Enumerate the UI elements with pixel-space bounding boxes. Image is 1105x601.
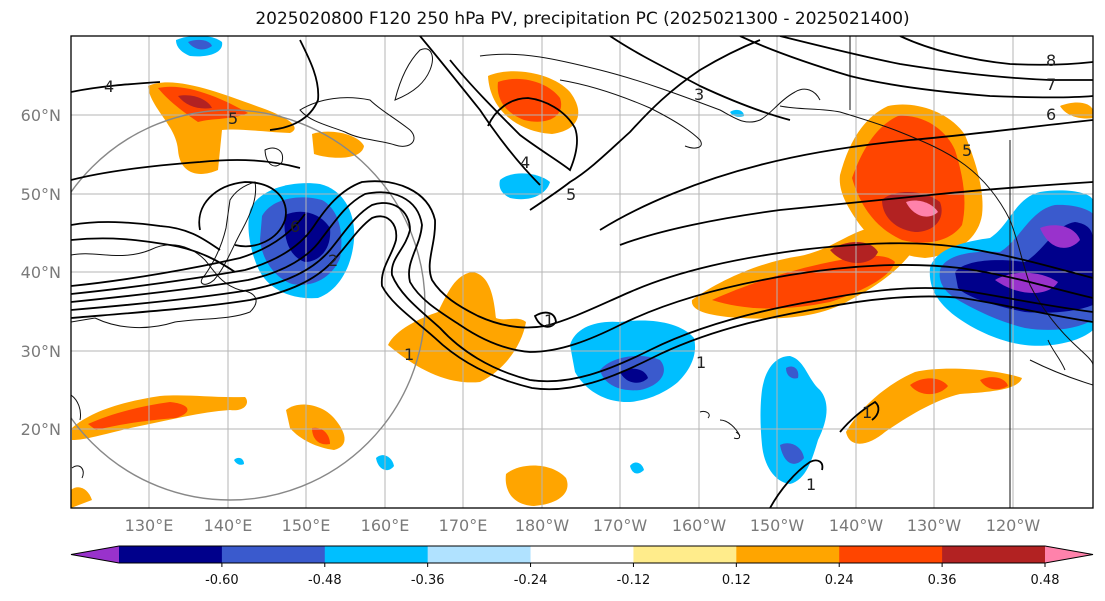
coastlines: [71, 36, 1093, 508]
lat-label: 30°N: [21, 342, 61, 361]
precip-positive-area: [980, 377, 1008, 390]
lon-label: 160°W: [672, 516, 727, 535]
map-area: 4 5 6 2 1 3 4 5 8 7 6 5 1 1 1 1: [71, 36, 1093, 508]
colorbar-tick-label: 0.24: [825, 573, 854, 588]
colorbar-segment: [633, 546, 737, 563]
colorbar-tick-label: -0.36: [411, 573, 445, 588]
lat-label: 60°N: [21, 106, 61, 125]
contour-label: 2: [328, 251, 338, 270]
colorbar-segment: [324, 546, 429, 563]
lon-label: 170°E: [439, 516, 488, 535]
colorbar-tick-label: 0.12: [722, 573, 751, 588]
contour-label: 1: [696, 353, 706, 372]
precip-positive-area: [388, 272, 526, 383]
pv-contours: [71, 36, 1093, 508]
lon-label: 130°E: [125, 516, 174, 535]
map-frame: [70, 35, 1094, 509]
map-title: 2025020800 F120 250 hPa PV, precipitatio…: [255, 9, 910, 29]
lon-label: 160°E: [361, 516, 410, 535]
colorbar-tick-label: 0.36: [928, 573, 957, 588]
precip-positive-area: [286, 404, 345, 450]
colorbar-tick-label: -0.60: [205, 573, 239, 588]
colorbar-segment: [221, 546, 326, 563]
colorbar-segment: [119, 546, 223, 563]
precip-negative-area: [630, 462, 644, 474]
colorbar-extend-max: [1045, 546, 1093, 563]
colorbar-segment: [530, 546, 634, 563]
precip-negative-area: [499, 173, 550, 200]
colorbar-extend-min: [71, 546, 119, 563]
contour-label: 5: [566, 185, 576, 204]
precip-positive-area: [312, 427, 330, 445]
contour-label: 5: [962, 141, 972, 160]
colorbar: -0.60 -0.48 -0.36 -0.24 -0.12 0.12 0.24 0.36 0.4…: [70, 545, 1094, 588]
precip-negative-area: [188, 39, 212, 50]
precipitation-shading: [71, 36, 1093, 508]
contour-label: 6: [290, 217, 300, 236]
pv-contour-labels: 4 5 6 2 1 3 4 5 8 7 6 5 1 1 1 1: [104, 51, 1056, 494]
colorbar-tick-label: 0.48: [1031, 573, 1060, 588]
colorbar-tick-label: -0.12: [617, 573, 651, 588]
precip-negative-area: [786, 366, 799, 379]
contour-label: 1: [544, 311, 554, 330]
precip-positive-area: [882, 191, 942, 232]
precip-positive-area: [906, 200, 938, 217]
contour-label: 1: [806, 475, 816, 494]
lon-label: 180°W: [515, 516, 570, 535]
contour-label: 4: [104, 77, 114, 96]
graticule: [71, 36, 1093, 508]
precip-positive-area: [497, 78, 562, 122]
lon-label: 140°E: [204, 516, 253, 535]
contour-label: 1: [862, 403, 872, 422]
colorbar-segment: [942, 546, 1046, 563]
precip-positive-area: [846, 368, 1022, 444]
precip-positive-area: [505, 465, 568, 506]
precip-positive-area: [178, 95, 212, 109]
precip-positive-area: [71, 487, 92, 508]
lon-label: 140°W: [829, 516, 884, 535]
lon-label: 150°E: [282, 516, 331, 535]
colorbar-tick-label: -0.48: [308, 573, 342, 588]
contour-label: 7: [1046, 75, 1056, 94]
lon-label: 130°W: [907, 516, 962, 535]
lat-label: 20°N: [21, 420, 61, 439]
longitude-labels: 130°E 140°E 150°E 160°E 170°E 180°W 170°…: [125, 516, 1041, 535]
precip-positive-area: [910, 378, 948, 395]
contour-label: 3: [694, 85, 704, 104]
contour-label: 6: [1046, 105, 1056, 124]
precip-positive-area: [830, 242, 878, 263]
contour-label: 8: [1046, 51, 1056, 70]
latitude-labels: 60°N 50°N 40°N 30°N 20°N: [21, 106, 61, 439]
lon-label: 170°W: [593, 516, 648, 535]
contour-label: 1: [404, 345, 414, 364]
lon-label: 120°W: [986, 516, 1041, 535]
colorbar-segment: [427, 546, 532, 563]
precip-negative-area: [234, 457, 244, 465]
reference-radius-circle: [71, 109, 426, 501]
precip-positive-area: [712, 255, 895, 309]
contour-label: 5: [228, 109, 238, 128]
colorbar-segment: [839, 546, 943, 563]
colorbar-segment: [736, 546, 840, 563]
precip-positive-area: [88, 402, 188, 430]
contour-label: 4: [520, 153, 530, 172]
colorbar-tick-label: -0.24: [514, 573, 548, 588]
lat-label: 40°N: [21, 263, 61, 282]
precip-negative-area: [1040, 225, 1080, 248]
lon-label: 150°W: [750, 516, 805, 535]
precip-negative-area: [620, 368, 648, 383]
colorbar-outline: [70, 545, 1094, 564]
precip-negative-area: [780, 443, 804, 464]
lat-label: 50°N: [21, 185, 61, 204]
